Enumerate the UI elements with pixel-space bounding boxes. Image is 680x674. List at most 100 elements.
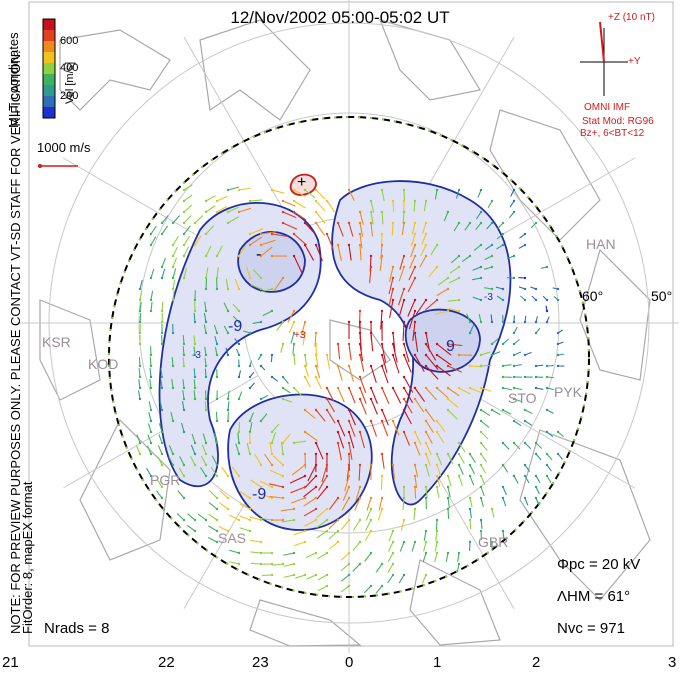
velocity-vector (281, 441, 284, 455)
velocity-vector-origin (270, 485, 274, 489)
velocity-vector-origin (193, 518, 197, 522)
velocity-vector (193, 312, 196, 323)
velocity-vector-origin (380, 210, 384, 214)
velocity-vector-origin (435, 540, 439, 544)
velocity-colorbar (42, 18, 56, 119)
velocity-vector (246, 266, 251, 279)
velocity-vector-origin (435, 265, 439, 269)
velocity-vector-origin (237, 551, 241, 555)
velocity-vector-origin (303, 573, 307, 577)
velocity-vector-origin (270, 309, 274, 313)
velocity-vector (203, 324, 207, 334)
velocity-vector (282, 376, 289, 384)
velocity-vector (348, 222, 354, 237)
velocity-vector (447, 508, 450, 519)
velocity-vector (392, 464, 396, 479)
velocity-vector (425, 409, 435, 423)
velocity-vector-origin (204, 309, 208, 313)
velocity-vector (435, 519, 438, 531)
velocity-vector (193, 379, 196, 389)
velocity-vector-origin (501, 232, 505, 236)
velocity-vector-origin (281, 221, 285, 225)
velocity-vector (156, 478, 163, 488)
velocity-vector-origin (523, 232, 527, 236)
velocity-vector-origin (149, 375, 153, 379)
imf-model: Stat Mod: RG96 (582, 116, 654, 127)
velocity-vector (546, 464, 552, 472)
velocity-vector-origin (402, 199, 406, 203)
velocity-vector (414, 354, 425, 372)
velocity-vector-origin (270, 254, 274, 258)
velocity-vector (458, 464, 464, 475)
velocity-vector (425, 343, 437, 361)
velocity-vector-origin (402, 221, 406, 225)
velocity-vector (205, 225, 215, 235)
velocity-vector (423, 541, 427, 552)
velocity-vector-origin (248, 364, 252, 368)
velocity-vector (304, 354, 308, 367)
velocity-vector-origin (358, 375, 362, 379)
velocity-vector-origin (193, 463, 197, 467)
velocity-vector-origin (402, 298, 406, 302)
velocity-vector-origin (303, 353, 307, 357)
velocity-vector (402, 497, 405, 510)
velocity-vector (208, 502, 218, 510)
velocity-vector-origin (314, 188, 318, 192)
velocity-vector (490, 314, 493, 323)
velocity-vector-origin (303, 463, 307, 467)
velocity-vector-origin (160, 309, 164, 313)
velocity-vector-origin (369, 551, 373, 555)
velocity-vector-origin (391, 265, 395, 269)
velocity-vector-origin (402, 540, 406, 544)
velocity-vector-origin (292, 518, 296, 522)
velocity-vector-origin (435, 551, 439, 555)
velocity-vector (483, 266, 493, 270)
velocity-vector (487, 200, 493, 209)
velocity-vector-origin (347, 573, 351, 577)
velocity-vector (436, 288, 449, 296)
velocity-vector (348, 409, 357, 426)
velocity-vector-origin (402, 342, 406, 346)
velocity-vector (157, 445, 163, 455)
velocity-vector-origin (281, 452, 285, 456)
velocity-vector (147, 434, 152, 444)
velocity-vector-origin (347, 188, 351, 192)
site-pyk: PYK (554, 384, 583, 400)
velocity-vector-origin (446, 276, 450, 280)
velocity-vector (400, 519, 405, 531)
velocity-vector (223, 325, 229, 334)
velocity-vector (328, 530, 339, 540)
velocity-vector (161, 257, 167, 268)
velocity-vector (158, 423, 163, 433)
stat-n-rads: Nrads = 8 (44, 620, 110, 637)
velocity-vector-origin (193, 342, 197, 346)
velocity-vector (411, 222, 416, 235)
velocity-vector (348, 365, 354, 382)
velocity-vector (461, 255, 471, 263)
velocity-vector (205, 278, 208, 290)
velocity-vector (381, 365, 389, 384)
velocity-vector (510, 189, 515, 197)
velocity-vector (469, 324, 475, 334)
velocity-vector (380, 310, 383, 330)
velocity-vector (315, 376, 322, 390)
velocity-vector (293, 233, 307, 246)
velocity-vector-origin (501, 529, 505, 533)
velocity-vector-origin (325, 573, 329, 577)
velocity-vector-origin (204, 441, 208, 445)
velocity-vector-origin (380, 353, 384, 357)
velocity-vector-origin (193, 243, 197, 247)
velocity-vector-origin (534, 452, 538, 456)
velocity-vector (201, 444, 207, 455)
site-gbr: GBR (478, 534, 509, 550)
velocity-vector-origin (204, 232, 208, 236)
velocity-vector-origin (171, 254, 175, 258)
velocity-vector (546, 475, 552, 483)
velocity-vector (450, 255, 460, 264)
velocity-vector-origin (237, 562, 241, 566)
velocity-vector-origin (149, 386, 153, 390)
velocity-vector-origin (501, 496, 505, 500)
velocity-vector-origin (215, 441, 219, 445)
velocity-vector-origin (501, 463, 505, 467)
velocity-vector-origin (512, 386, 516, 390)
